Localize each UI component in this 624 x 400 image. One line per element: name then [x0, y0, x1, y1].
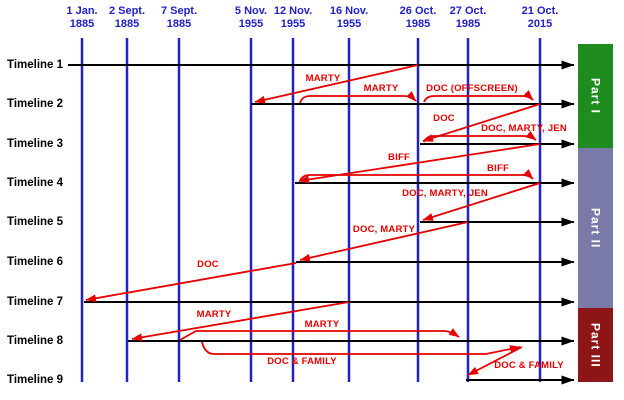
travel-label-doc-family-1: DOC & FAMILY	[267, 356, 337, 367]
travel-label-marty-2: MARTY	[363, 83, 399, 94]
part-2-box: Part II	[578, 148, 613, 308]
timeline-7-label: Timeline 7	[7, 296, 64, 308]
timeline-2-label: Timeline 2	[7, 98, 64, 110]
timeline-6-label: Timeline 6	[7, 256, 64, 268]
date-label-12-nov-1955: 12 Nov. 1955	[273, 5, 313, 30]
arrow-doc-family-t8	[201, 341, 521, 355]
travel-label-marty-4: MARTY	[304, 319, 340, 330]
date-label-7-sept-1885: 7 Sept. 1885	[160, 5, 198, 30]
part-1-box: Part I	[578, 44, 613, 148]
arrow-marty-t8-jump	[179, 328, 460, 341]
arrow-doc-offscreen-t2	[423, 90, 534, 103]
arrow-marty-t1-to-t2	[254, 64, 419, 104]
date-label-1-jan-1885: 1 Jan. 1885	[66, 5, 98, 30]
travel-label-doc-offscreen: DOC (OFFSCREEN)	[426, 83, 518, 94]
travel-label-doc-family-2: DOC & FAMILY	[494, 360, 564, 371]
part-1-label: Part I	[588, 77, 603, 114]
arrow-marty-t2-jump	[299, 91, 417, 104]
date-label-16-nov-1955: 16 Nov. 1955	[329, 5, 369, 30]
arrow-doc-t2-to-t3	[422, 103, 541, 142]
travel-label-biff-2: BIFF	[487, 163, 509, 174]
travel-label-doc-1: DOC	[433, 113, 455, 124]
arrow-doc-t6-to-t7	[85, 262, 297, 303]
arrow-doc-marty-jen-t3	[423, 130, 537, 143]
timeline-8-label: Timeline 8	[7, 335, 64, 347]
date-label-26-oct-1985: 26 Oct. 1985	[399, 5, 437, 30]
timeline-4-label: Timeline 4	[7, 177, 64, 189]
timeline-9-label: Timeline 9	[7, 374, 64, 386]
arrow-marty-t7-to-t8	[131, 301, 350, 342]
travel-label-doc-2: DOC	[197, 259, 219, 270]
travel-label-marty-3: MARTY	[196, 309, 232, 320]
date-label-21-oct-2015: 21 Oct. 2015	[521, 5, 559, 30]
part-3-label: Part III	[588, 322, 603, 368]
travel-label-doc-marty: DOC, MARTY	[352, 224, 416, 235]
timeline-5-label: Timeline 5	[7, 216, 64, 228]
travel-label-biff-1: BIFF	[388, 152, 410, 163]
travel-label-marty-1: MARTY	[305, 73, 341, 84]
arrow-doc-marty-t5-to-t6	[299, 221, 469, 262]
date-label-27-oct-1985: 27 Oct. 1985	[449, 5, 487, 30]
timeline-1-label: Timeline 1	[7, 59, 64, 71]
timeline-lines	[68, 60, 575, 385]
travel-arrows	[85, 64, 541, 376]
arrow-doc-marty-jen-t4-t5	[422, 182, 541, 221]
travel-label-doc-marty-jen-1: DOC, MARTY, JEN	[481, 123, 567, 134]
timeline-3-label: Timeline 3	[7, 138, 64, 150]
part-3-box: Part III	[578, 308, 613, 382]
date-label-2-sept-1885: 2 Sept. 1885	[108, 5, 146, 30]
date-label-5-nov-1955: 5 Nov. 1955	[234, 5, 268, 30]
part-2-label: Part II	[588, 207, 603, 249]
arrow-doc-family-t8-to-t9	[467, 346, 523, 376]
travel-label-doc-marty-jen-2: DOC, MARTY, JEN	[402, 188, 488, 199]
arrow-biff-t4-jump	[299, 169, 534, 182]
